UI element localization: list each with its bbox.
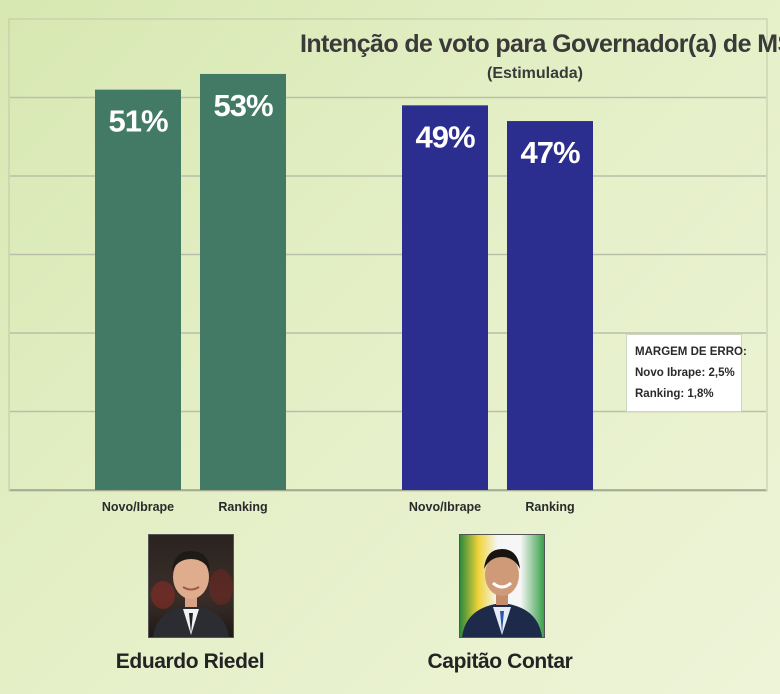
portrait-eduardo-riedel-icon — [148, 534, 234, 638]
plot-frame — [8, 18, 768, 492]
error-margin-heading: MARGEM DE ERRO: — [635, 346, 747, 358]
bar-0-0 — [95, 89, 181, 491]
error-margin-novo-ibrape: Novo Ibrape: 2,5% — [635, 367, 735, 379]
bars — [95, 73, 593, 491]
chart-title: Intenção de voto para Governador(a) de M… — [300, 30, 780, 58]
value-label-1-1: 47% — [520, 135, 579, 170]
portrait-capitao-contar-icon — [459, 534, 545, 638]
value-labels: 51% 53% 49% 47% — [108, 88, 580, 170]
value-label-0-0: 51% — [108, 104, 167, 139]
category-label-0-0: Novo/Ibrape — [102, 500, 174, 514]
category-label-1-0: Novo/Ibrape — [409, 500, 481, 514]
error-margin-ranking: Ranking: 1,8% — [635, 388, 714, 400]
value-label-1-0: 49% — [415, 119, 474, 154]
chart-subtitle: (Estimulada) — [486, 65, 583, 82]
candidate-name-capitao-contar: Capitão Contar — [427, 650, 573, 673]
category-label-1-1: Ranking — [525, 500, 574, 514]
error-margin-box: MARGEM DE ERRO: Novo Ibrape: 2,5% Rankin… — [626, 334, 747, 412]
bar-1-0 — [402, 105, 488, 490]
bar-0-1 — [200, 73, 286, 490]
candidate-name-eduardo-riedel: Eduardo Riedel — [115, 650, 265, 673]
bar-1-1 — [507, 121, 593, 491]
category-labels: Novo/Ibrape Ranking Novo/Ibrape Ranking — [102, 500, 575, 514]
value-label-0-1: 53% — [213, 88, 272, 123]
category-label-0-1: Ranking — [218, 500, 267, 514]
